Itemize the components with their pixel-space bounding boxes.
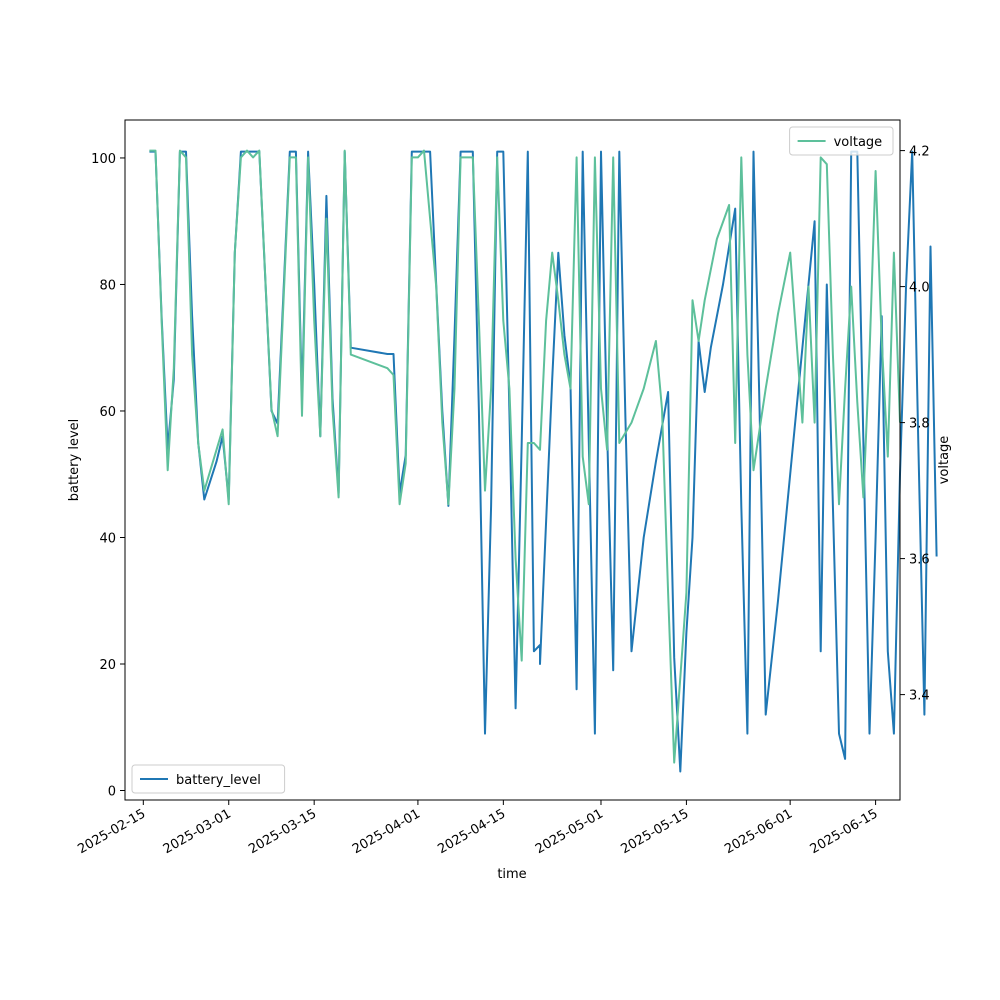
y2-tick-label: 4.0 <box>909 281 930 296</box>
x-tick-label: 2025-06-15 <box>808 806 881 857</box>
y2-tick-label: 3.6 <box>909 553 930 568</box>
y-tick-label: 60 <box>99 405 116 420</box>
x-tick-label: 2025-04-01 <box>350 806 423 857</box>
y2-axis-title: voltage <box>937 436 952 485</box>
y2-tick-label: 3.4 <box>909 689 930 704</box>
y-axis-left: 0 20 40 60 80 100 <box>91 152 125 800</box>
series-layer <box>149 149 938 773</box>
plot-frame <box>124 119 901 801</box>
legend-battery-level: battery_level <box>131 764 286 794</box>
y2-tick-label: 4.2 <box>909 145 930 160</box>
legend-voltage: voltage <box>789 126 894 156</box>
x-tick-label: 2025-05-01 <box>533 806 606 857</box>
legends: battery_level voltage <box>131 126 894 794</box>
y-tick-label: 0 <box>108 785 116 800</box>
x-tick-label: 2025-04-15 <box>435 806 508 857</box>
x-tick-label: 2025-05-15 <box>618 806 691 857</box>
legend-label: battery_level <box>176 773 261 788</box>
x-axis-title: time <box>497 867 526 882</box>
x-tick-label: 2025-03-01 <box>161 806 234 857</box>
x-axis: 2025-02-15 2025-03-01 2025-03-15 2025-04-01… <box>75 800 881 857</box>
y-axis-title: battery level <box>67 419 82 502</box>
y-axis-right: 3.4 3.6 3.8 4.0 4.2 <box>900 145 930 704</box>
x-tick-label: 2025-03-15 <box>246 806 319 857</box>
legend-box <box>131 764 286 794</box>
y2-tick-label: 3.8 <box>909 417 930 432</box>
y-tick-label: 80 <box>99 278 116 293</box>
y-tick-label: 100 <box>91 152 116 167</box>
y-tick-label: 20 <box>99 658 116 673</box>
x-tick-label: 2025-06-01 <box>722 806 795 857</box>
legend-label: voltage <box>834 135 883 150</box>
x-tick-label: 2025-02-15 <box>75 806 148 857</box>
y-tick-label: 40 <box>99 531 116 546</box>
legend-box <box>789 126 894 156</box>
series-line-voltage <box>149 149 901 764</box>
